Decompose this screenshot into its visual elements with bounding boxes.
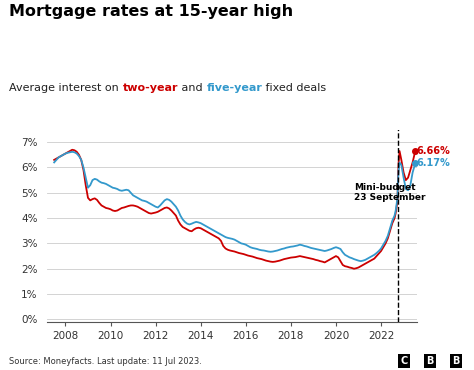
Text: two-year: two-year — [123, 83, 178, 93]
Text: C: C — [401, 356, 408, 366]
Text: Source: Moneyfacts. Last update: 11 Jul 2023.: Source: Moneyfacts. Last update: 11 Jul … — [9, 357, 202, 366]
Text: Average interest on: Average interest on — [9, 83, 123, 93]
Text: B: B — [452, 356, 460, 366]
Text: 6.17%: 6.17% — [416, 158, 450, 168]
Text: 6.66%: 6.66% — [416, 146, 450, 156]
Text: fixed deals: fixed deals — [262, 83, 327, 93]
Text: five-year: five-year — [206, 83, 262, 93]
Text: Mortgage rates at 15-year high: Mortgage rates at 15-year high — [9, 4, 293, 19]
Text: B: B — [426, 356, 434, 366]
Text: Mini-budget
23 September: Mini-budget 23 September — [354, 183, 426, 202]
Text: and: and — [178, 83, 206, 93]
